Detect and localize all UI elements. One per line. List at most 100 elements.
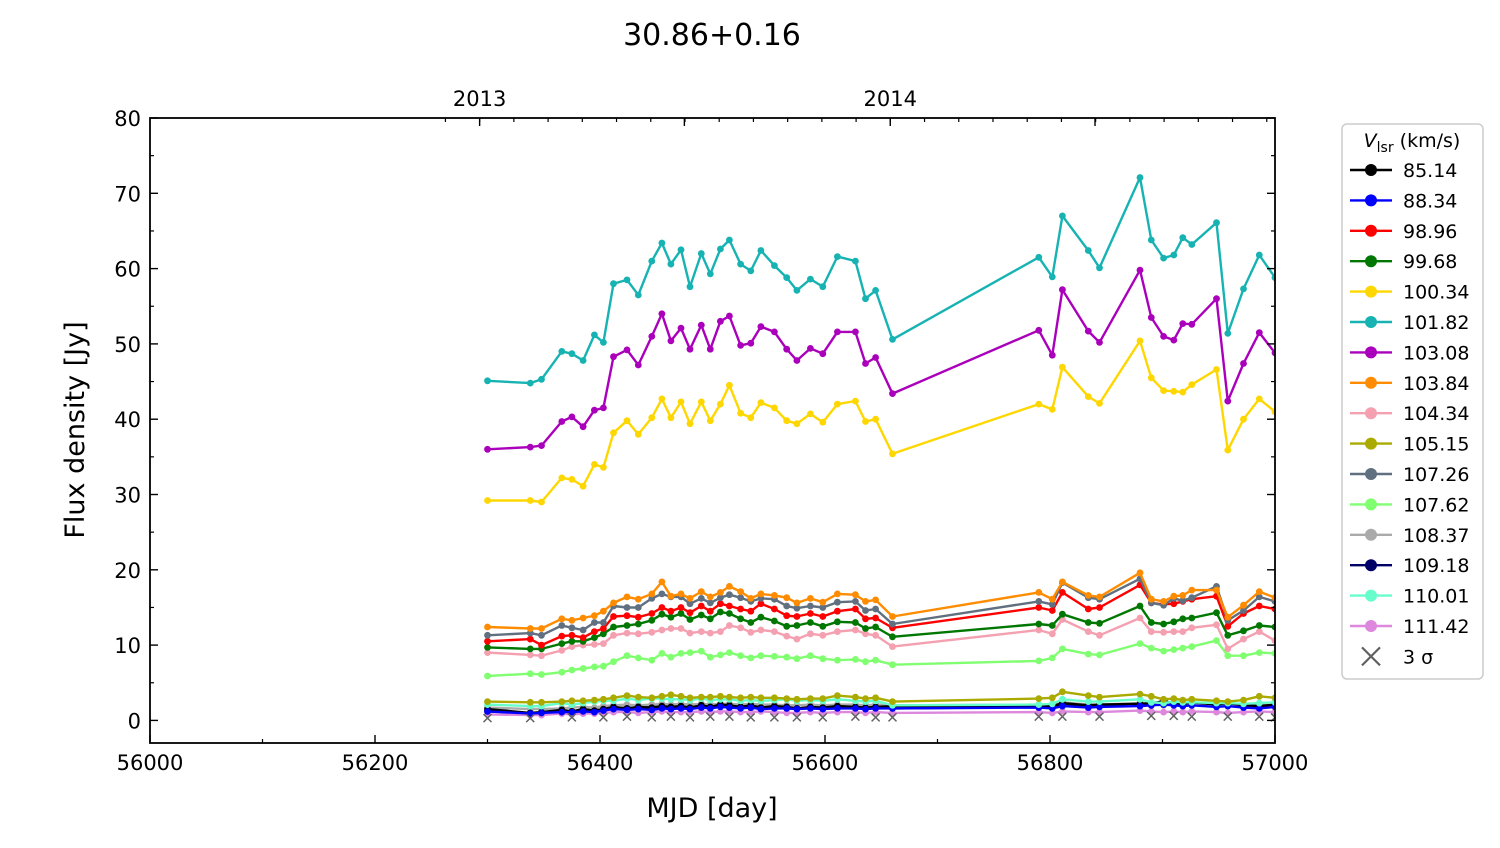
data-point [1179,320,1187,327]
legend-marker [1365,194,1377,207]
data-point [1096,631,1103,639]
sigma-mark [622,712,632,722]
data-point [1059,645,1066,653]
y-tick-label: 10 [114,634,141,658]
data-point [726,610,733,617]
data-point [658,650,666,657]
sigma-mark [482,713,493,723]
data-point [686,420,694,428]
data-point [1213,697,1220,705]
data-point [1084,327,1092,335]
data-point [697,250,705,257]
series-101.82 [484,174,1275,387]
data-point [526,635,534,643]
legend-label: 105.15 [1403,434,1469,456]
data-point [757,694,765,702]
data-point [648,656,656,664]
x-axis-label: MJD [day] [646,793,777,824]
data-point [634,705,642,713]
data-point [591,708,598,716]
data-point [667,260,675,268]
legend-item-88.34: 88.34 [1350,190,1457,212]
top-tick-label: 2014 [864,87,917,111]
data-point [558,640,566,647]
data-point [862,607,869,614]
data-point [793,604,801,612]
data-point [1170,600,1178,608]
data-point [1048,630,1056,638]
sigma-mark [1057,712,1067,722]
data-point [1136,702,1144,710]
sigma-mark [1034,712,1044,722]
data-point [1240,696,1247,704]
data-point [591,612,598,620]
data-point [793,695,801,703]
data-point [747,607,755,615]
axes-frame [149,117,1276,744]
data-point [623,629,631,637]
y-tick-label: 50 [114,333,141,357]
data-point [658,692,666,700]
legend-marker [1365,255,1377,268]
data-point [1188,643,1196,650]
data-point [819,598,827,606]
legend-label: 104.34 [1403,403,1469,425]
data-point [579,634,587,641]
data-point [706,607,714,615]
data-point [1048,273,1056,281]
data-point [526,670,534,678]
data-point [1048,700,1056,708]
series-layer [482,174,1275,723]
data-point [686,609,694,617]
data-point [726,591,733,599]
data-point [1255,699,1263,707]
legend-item-85.14: 85.14 [1350,160,1457,182]
data-point [526,651,534,659]
data-point [623,276,631,284]
data-point [1136,695,1144,703]
data-point [634,361,642,369]
data-point [1240,627,1247,635]
data-point [717,608,724,616]
data-point [1170,592,1178,600]
data-point [706,693,714,701]
data-point [591,619,598,626]
data-point [819,604,827,611]
data-point [579,665,587,672]
data-point [1179,615,1187,623]
data-point [1048,654,1056,662]
data-point [600,339,607,346]
data-point [1188,381,1196,388]
data-point [872,705,879,712]
data-point [658,626,666,634]
data-point [852,591,859,599]
data-point [1048,694,1056,702]
legend-item-101.82: 101.82 [1350,312,1469,334]
data-point [1255,622,1263,629]
data-point [1084,247,1092,254]
legend-label: 109.18 [1403,555,1469,577]
data-point [717,317,724,325]
data-point [667,414,675,422]
data-point [1147,698,1155,706]
data-point [600,607,607,615]
data-point [1059,578,1066,586]
data-point [1188,586,1196,594]
data-point [737,588,744,595]
data-point [600,404,607,412]
data-point [757,247,765,254]
data-point [1059,702,1066,710]
data-point [1048,601,1056,608]
data-point [1136,337,1144,345]
data-point [1136,602,1144,610]
data-point [697,588,705,595]
data-point [1136,174,1144,181]
legend-label: 85.14 [1403,160,1457,182]
data-point [600,707,607,714]
data-point [872,631,879,639]
sigma-mark [685,712,695,722]
data-point [667,625,675,632]
series-99.68 [484,602,1275,653]
data-point [591,331,598,339]
data-point [658,310,666,318]
